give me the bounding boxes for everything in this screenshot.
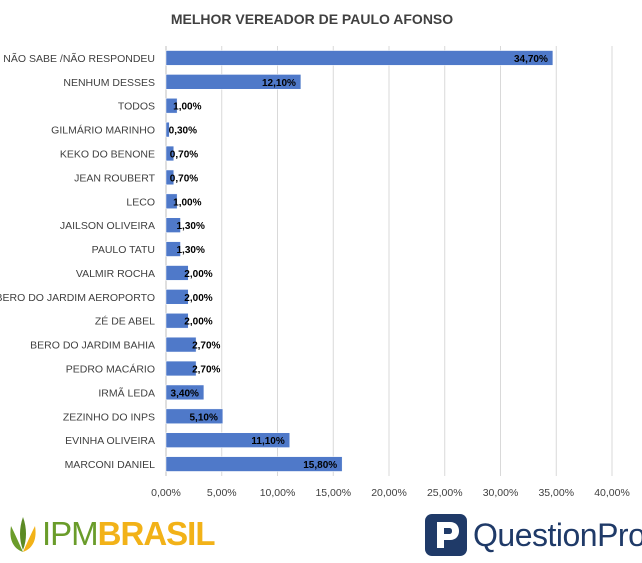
bar — [165, 74, 302, 90]
chart-title: MELHOR VEREADOR DE PAULO AFONSO — [171, 11, 453, 27]
bar — [165, 313, 189, 329]
ipm-text: IPM — [42, 515, 99, 552]
data-label: 1,30% — [176, 221, 204, 232]
category-label: TODOS — [118, 101, 155, 113]
x-tick-label: 20,00% — [371, 487, 407, 499]
category-label: JAILSON OLIVEIRA — [60, 220, 155, 232]
category-label: KEKO DO BENONE — [60, 149, 155, 161]
data-label: 0,70% — [170, 173, 198, 184]
bar-chart: MELHOR VEREADOR DE PAULO AFONSO NÃO SABE… — [0, 11, 630, 499]
category-label: MARCONI DANIEL — [65, 459, 156, 471]
data-label: 12,10% — [262, 78, 296, 89]
bar — [165, 456, 343, 472]
bar — [165, 384, 205, 401]
bar — [165, 50, 554, 66]
ipm-brasil-logo: IPMBRASIL — [6, 514, 216, 554]
x-tick-label: 40,00% — [594, 487, 630, 499]
x-tick-label: 25,00% — [427, 487, 463, 499]
data-label: 2,00% — [184, 317, 212, 328]
questionpro-p-icon — [425, 514, 467, 556]
data-label: 0,30% — [169, 126, 197, 137]
bar — [165, 98, 178, 114]
category-label: NENHUM DESSES — [63, 77, 155, 89]
bar — [165, 169, 175, 186]
x-tick-label: 10,00% — [260, 487, 296, 499]
bar — [165, 265, 189, 281]
x-tick-label: 5,00% — [207, 487, 237, 499]
data-label: 11,10% — [251, 436, 284, 447]
x-tick-label: 15,00% — [315, 487, 351, 499]
brasil-text: BRASIL — [97, 515, 216, 552]
bar — [165, 217, 181, 233]
data-label: 5,10% — [190, 412, 218, 423]
category-label: VALMIR ROCHA — [76, 268, 155, 280]
data-label: 2,00% — [184, 269, 212, 280]
category-label: IRMÃ LEDA — [98, 386, 155, 399]
x-tick-label: 30,00% — [483, 487, 519, 499]
category-label: LECO — [126, 196, 155, 208]
category-label: JEAN ROUBERT — [74, 172, 155, 184]
x-tick-label: 35,00% — [538, 487, 574, 499]
category-label: ZÉ DE ABEL — [95, 315, 155, 328]
category-label: BERO DO JARDIM AEROPORTO — [0, 292, 155, 304]
data-label: 15,80% — [303, 460, 337, 471]
bar — [165, 432, 291, 448]
data-label: 0,70% — [170, 150, 198, 161]
data-label: 2,70% — [192, 365, 220, 376]
footer-logos: IPMBRASIL QuestionPro — [0, 506, 642, 563]
bars — [165, 50, 554, 472]
category-label: BERO DO JARDIM BAHIA — [30, 340, 155, 352]
bar — [165, 145, 175, 162]
bar — [165, 408, 224, 424]
bar — [165, 336, 197, 353]
data-label: 2,00% — [184, 293, 212, 304]
bar — [165, 360, 197, 377]
gridlines — [165, 46, 613, 476]
bar — [165, 289, 189, 305]
data-label: 2,70% — [192, 341, 220, 352]
category-label: PAULO TATU — [92, 244, 155, 256]
data-label: 1,00% — [173, 197, 201, 208]
category-label: GILMÁRIO MARINHO — [51, 124, 155, 137]
x-axis-ticks: 0,00% 5,00% 10,00% 15,00% 20,00% 25,00% 30,00%… — [151, 487, 630, 499]
bar — [165, 241, 181, 257]
ipm-leaf-icon — [10, 517, 36, 552]
questionpro-text: QuestionPro — [473, 517, 642, 553]
bar — [165, 121, 170, 138]
data-labels: 34,70% 12,10% 1,00% 0,30% 0,70% 0,70% 1,00% 1,3… — [169, 54, 548, 471]
data-label: 34,70% — [514, 54, 548, 65]
data-label: 1,00% — [173, 102, 201, 113]
category-label: PEDRO MACÁRIO — [66, 363, 155, 376]
category-label: EVINHA OLIVEIRA — [65, 435, 155, 447]
bar — [165, 193, 178, 209]
questionpro-logo: QuestionPro — [425, 514, 642, 556]
x-tick-label: 0,00% — [151, 487, 181, 499]
data-label: 3,40% — [171, 388, 199, 399]
category-labels: NÃO SABE /NÃO RESPONDEU NENHUM DESSES TODO… — [0, 52, 156, 471]
category-label: ZEZINHO DO INPS — [63, 411, 155, 423]
category-label: NÃO SABE /NÃO RESPONDEU — [3, 52, 155, 65]
data-label: 1,30% — [176, 245, 204, 256]
